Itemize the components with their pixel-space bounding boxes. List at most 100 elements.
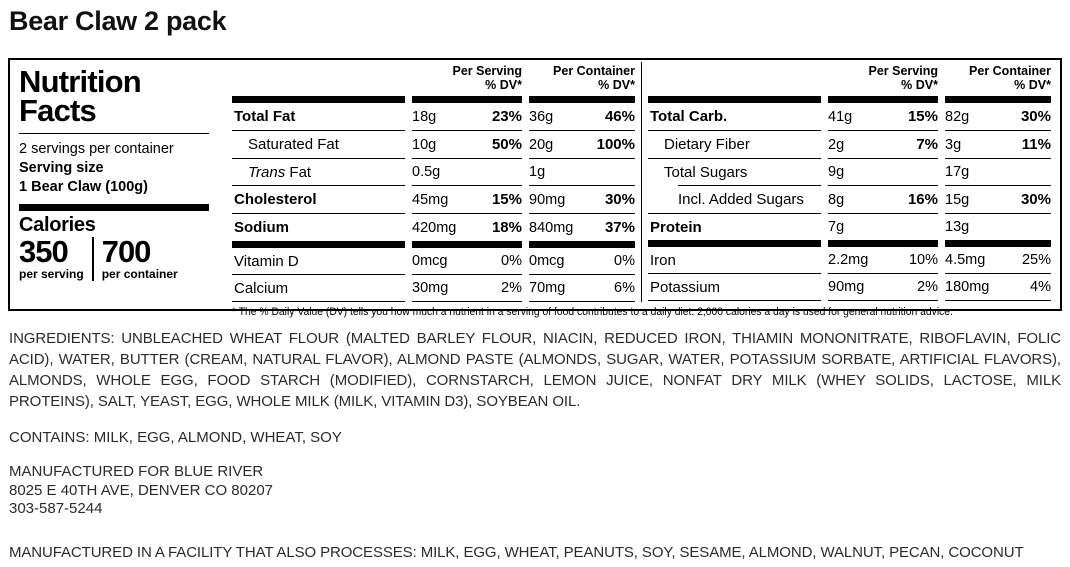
per-serving-amount: 2.2mg [828, 252, 869, 268]
nutrient-tables-row: Per Serving% DV* Per Container% DV* Total … [232, 62, 1051, 302]
nutrient-name: Total Sugars [648, 159, 821, 186]
divider-bar-segment [529, 96, 635, 103]
nutrient-name: Total Carb. [648, 103, 821, 131]
per-container-amount: 17g [945, 164, 970, 180]
per-container-amount: 0mcg [529, 253, 565, 269]
per-serving-dv: 15% [491, 191, 522, 208]
nutrient-name: Protein [650, 219, 702, 236]
divider-bar-segment [945, 240, 1051, 247]
per-container-header-dv-label: % DV* [1014, 77, 1051, 92]
per-serving: 18g 23% [412, 103, 522, 131]
per-container-dv: 0% [614, 253, 635, 269]
per-serving-amount: 0.5g [412, 164, 441, 180]
nutrient-name: Cholesterol [232, 186, 405, 214]
per-serving-amount: 8g [828, 192, 845, 208]
nutrient-name: Potassium [648, 274, 821, 301]
nutrient-name: Incl. Added Sugars [648, 186, 821, 214]
calories-per-container-cell: 700 per container [94, 234, 186, 281]
per-container-dv: 30% [1020, 108, 1051, 125]
calories-per-serving-value: 350 [19, 234, 69, 269]
divider-bar-segment [828, 96, 938, 103]
per-container-amount: 36g [529, 109, 554, 125]
per-container-dv: 6% [614, 280, 635, 296]
manufacturer-address: 8025 E 40TH AVE, DENVER CO 80207 [9, 481, 274, 499]
nutrient-name: Saturated Fat [232, 131, 405, 159]
per-container-header: Per Container% DV* [945, 62, 1051, 96]
per-serving: 45mg 15% [412, 186, 522, 214]
per-container: 180mg 4% [945, 274, 1051, 301]
nutrient-table-fats: Per Serving% DV* Per Container % DV* Total … [232, 62, 635, 302]
calories-per-serving-cell: 350 per serving [19, 234, 94, 281]
per-container-dv: 25% [1021, 252, 1051, 268]
per-container-dv: 4% [1030, 279, 1051, 295]
per-serving-dv: 50% [491, 136, 522, 153]
calories-divider-bar [19, 204, 209, 211]
per-serving-header-label: Per Serving [868, 64, 938, 78]
per-container-dv: 30% [604, 191, 635, 208]
per-serving-amount: 420mg [412, 220, 457, 236]
per-serving: 7g [828, 214, 938, 240]
per-container-header-label: Per Container [553, 64, 635, 78]
divider-bar-segment [412, 96, 522, 103]
per-serving: 0.5g [412, 159, 522, 186]
per-serving-dv: 23% [491, 108, 522, 125]
divider-bar-segment [412, 241, 522, 248]
calories-values: 350 per serving 700 per container [19, 234, 209, 281]
calories-per-container-label: per container [101, 267, 178, 281]
per-serving: 0mcg 0% [412, 248, 522, 275]
per-serving-header: Per Serving% DV* [828, 62, 938, 96]
per-container-dv: 100% [596, 136, 635, 153]
calories-per-serving-label: per serving [19, 267, 84, 281]
per-container: 840mg 37% [529, 214, 635, 241]
per-container: 1g [529, 159, 635, 186]
per-serving-header: Per Serving% DV* [412, 62, 522, 96]
per-serving: 41g 15% [828, 103, 938, 131]
calories-per-container-value: 700 [101, 234, 152, 269]
per-container-dv: 30% [1020, 191, 1051, 208]
per-container-dv: 11% [1021, 136, 1051, 153]
per-serving-amount: 2g [828, 137, 845, 153]
nutrient-name: Dietary Fiber [648, 131, 821, 159]
nutrient-name: Trans Fat [232, 159, 405, 186]
per-container-amount: 15g [945, 192, 970, 208]
per-container-amount: 70mg [529, 280, 566, 296]
per-serving-amount: 45mg [412, 192, 449, 208]
per-serving-amount: 18g [412, 109, 437, 125]
per-container-amount: 82g [945, 109, 970, 125]
per-serving-amount: 0mcg [412, 253, 448, 269]
label-text-blocks: INGREDIENTS: UNBLEACHED WHEAT FLOUR (MAL… [9, 328, 1061, 563]
nutrient-name: Sodium [234, 219, 289, 236]
per-container-header-label: Per Container [969, 64, 1051, 78]
per-container: 4.5mg 25% [945, 247, 1051, 274]
per-container: 20g 100% [529, 131, 635, 159]
per-container-amount: 3g [945, 137, 962, 153]
nutrient-tables-region: Per Serving% DV* Per Container% DV* Total … [218, 60, 1060, 318]
per-serving-dv: 10% [908, 252, 938, 268]
per-serving: 8g 16% [828, 186, 938, 214]
facility-statement: MANUFACTURED IN A FACILITY THAT ALSO PRO… [9, 543, 1024, 561]
divider-bar-segment [945, 96, 1051, 103]
per-serving-amount: 41g [828, 109, 853, 125]
per-serving-dv: 0% [501, 253, 522, 269]
per-container: 82g 30% [945, 103, 1051, 131]
page-title: Bear Claw 2 pack [9, 6, 227, 36]
per-serving-amount: 7g [828, 219, 845, 235]
per-serving: 2g 7% [828, 131, 938, 159]
per-serving-amount: 30mg [412, 280, 449, 296]
nutrient-name: Total Fat [232, 103, 405, 131]
nutrient-table-carbs: Per Serving% DV* Per Container% DV* Total … [648, 62, 1051, 302]
per-container-amount: 840mg [529, 220, 574, 236]
divider-bar-segment [648, 96, 821, 103]
per-container-amount: 4.5mg [945, 252, 986, 268]
nutrition-facts-summary: Nutrition Facts 2 servings per container… [10, 60, 218, 309]
nutrition-facts-heading: Nutrition Facts [19, 63, 209, 126]
per-serving-dv: 16% [907, 191, 938, 208]
divider-bar-segment [648, 240, 821, 247]
divider-bar-segment [232, 241, 405, 248]
calories-label: Calories [19, 214, 96, 236]
divider-bar-segment [232, 96, 405, 103]
per-container-amount: 1g [529, 164, 546, 180]
per-serving-amount: 10g [412, 137, 437, 153]
per-serving-header-dv-label: % DV* [485, 77, 522, 92]
per-container: 90mg 30% [529, 186, 635, 214]
